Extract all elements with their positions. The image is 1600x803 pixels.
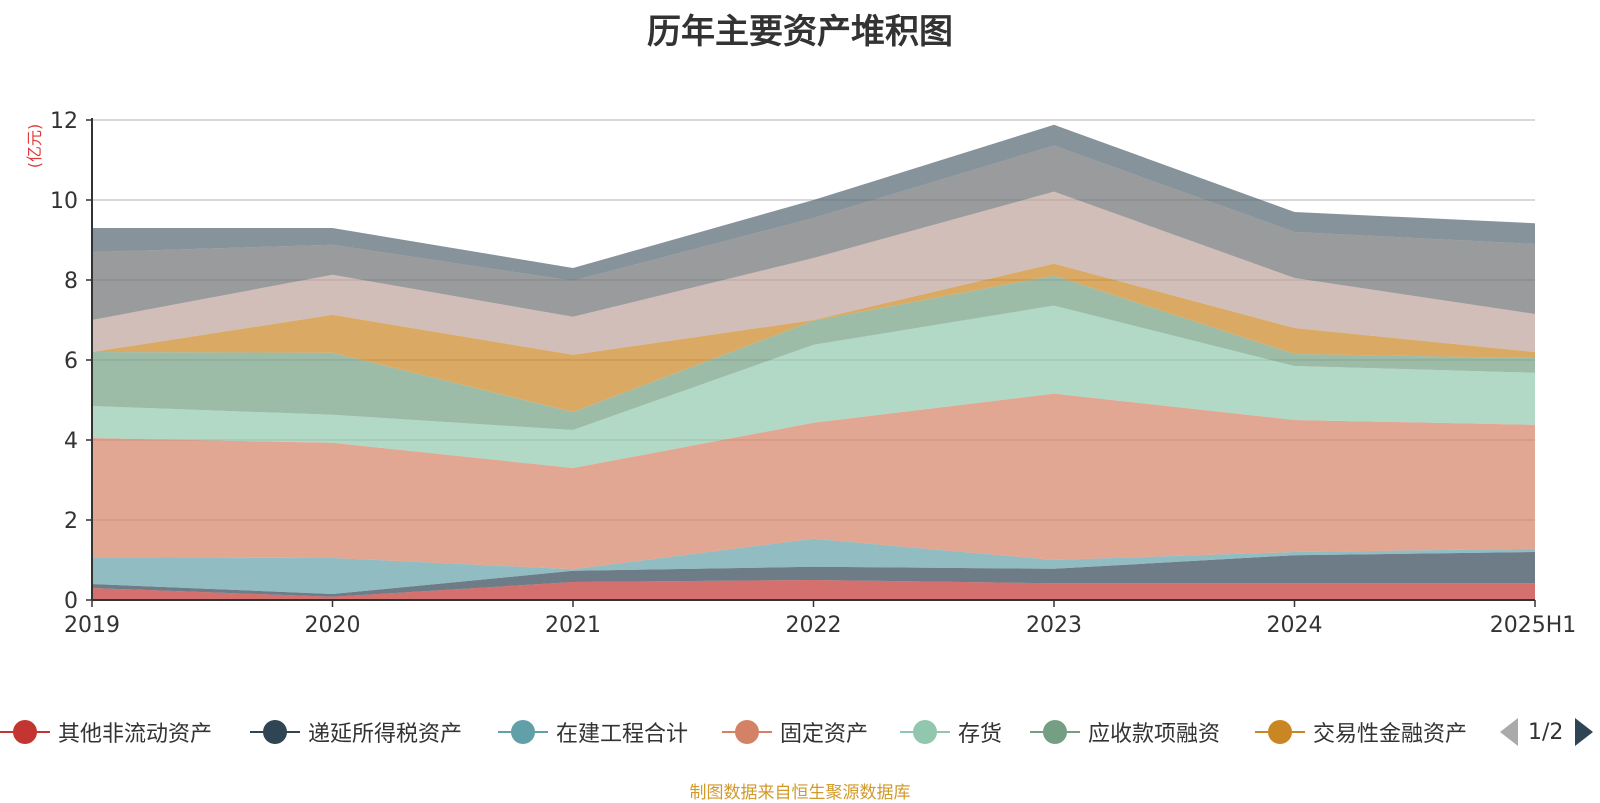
legend-item[interactable]: 递延所得税资产 [250, 712, 462, 752]
legend-item[interactable]: 应收款项融资 [1030, 712, 1220, 752]
area-series-7 [92, 263, 1535, 412]
x-tick-label: 2021 [545, 613, 601, 638]
area-series [92, 124, 1535, 600]
legend-label: 递延所得税资产 [308, 722, 463, 747]
legend-marker-icon [722, 717, 772, 747]
axes: 0 2 4 6 8 10 12 2019 2020 2021 2022 2023 2024 2025H1 [50, 109, 1576, 638]
legend-label: 固定资产 [780, 722, 869, 747]
y-tick-label: 10 [50, 189, 78, 214]
legend-item[interactable]: 固定资产 [722, 712, 868, 752]
y-tick-label: 8 [64, 269, 78, 294]
legend-pager: 1/2 [1500, 712, 1594, 752]
area-series-2 [92, 552, 1535, 597]
y-tick-label: 6 [64, 349, 78, 374]
area-series-6 [92, 275, 1535, 430]
x-tick-label: 2019 [64, 613, 120, 638]
legend-page-indicator: 1/2 [1528, 719, 1564, 745]
stacked-area-chart: 0 2 4 6 8 10 12 2019 2020 2021 2022 2023 2024 2025H1 [50, 109, 1576, 638]
legend-marker-icon [250, 717, 300, 747]
legend-item[interactable]: 在建工程合计 [498, 712, 688, 752]
x-tick-label: 2022 [786, 613, 842, 638]
area-series-8 [92, 191, 1535, 355]
area-series-10 [92, 124, 1535, 281]
legend-label: 应收款项融资 [1088, 722, 1221, 747]
x-tick-label: 2025H1 [1490, 613, 1577, 638]
area-series-4 [92, 393, 1535, 570]
area-series-5 [92, 305, 1535, 468]
legend-marker-icon [0, 717, 50, 747]
area-series-9 [92, 145, 1535, 320]
source-note: 制图数据来自恒生聚源数据库 [689, 783, 911, 803]
x-tick-label: 2020 [305, 613, 361, 638]
legend-item[interactable]: 其他非流动资产 [0, 712, 212, 752]
area-series-1 [92, 580, 1535, 600]
x-tick-label: 2024 [1267, 613, 1323, 638]
y-tick-label: 4 [64, 429, 78, 454]
legend-prev-arrow-icon[interactable] [1500, 718, 1518, 746]
legend-label: 其他非流动资产 [58, 722, 213, 747]
y-tick-label: 12 [50, 109, 78, 134]
legend-label: 在建工程合计 [556, 722, 689, 747]
legend-next-arrow-icon[interactable] [1575, 718, 1594, 746]
legend-marker-icon [900, 717, 950, 747]
legend-marker-icon [498, 717, 548, 747]
legend-item[interactable]: 存货 [900, 712, 1002, 752]
legend-item[interactable]: 交易性金融资产 [1255, 712, 1467, 752]
y-tick-label: 0 [64, 589, 78, 614]
legend: 其他非流动资产 递延所得税资产 在建工程合计 固定资产 存货 应收款项融资 交易性金融资产 [0, 712, 1600, 752]
chart-title: 历年主要资产堆积图 [647, 12, 953, 52]
legend-marker-icon [1255, 717, 1305, 747]
y-tick-label: 2 [64, 509, 78, 534]
legend-marker-icon [1030, 717, 1080, 747]
legend-label: 交易性金融资产 [1313, 722, 1468, 747]
x-tick-label: 2023 [1026, 613, 1082, 638]
legend-label: 存货 [958, 722, 1003, 747]
area-series-3 [92, 538, 1535, 594]
